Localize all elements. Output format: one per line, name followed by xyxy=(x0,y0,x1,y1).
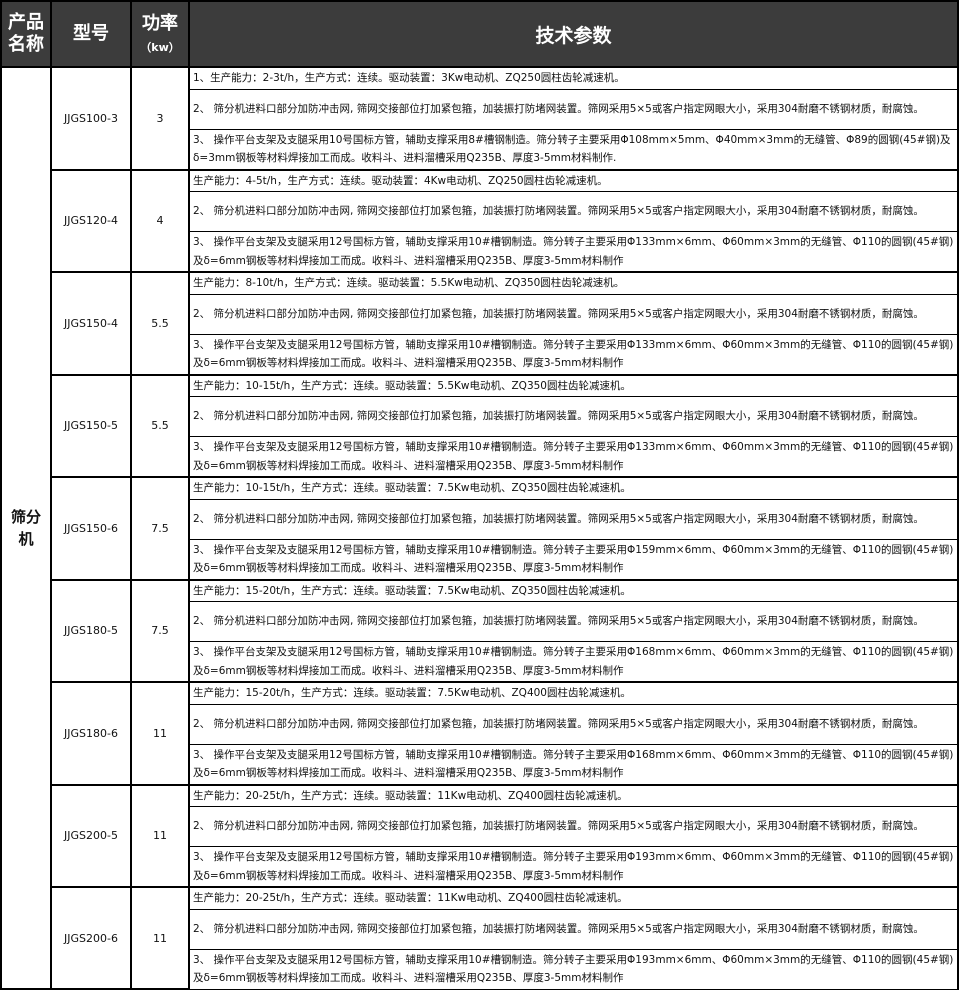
power-cell: 3 xyxy=(130,66,190,171)
model-cell: JJGS180-5 xyxy=(50,578,132,683)
header-category: 产品名称 xyxy=(0,0,52,68)
power-cell: 5.5 xyxy=(130,373,190,478)
power-cell: 4 xyxy=(130,168,190,273)
table-row: 3、 操作平台支架及支腿采用10号国标方管，辅助支撑采用8#槽钢制造。筛分转子主… xyxy=(1,128,959,170)
table-row: 2、 筛分机进料口部分加防冲击网, 筛网交接部位打加紧包箍，加装振打防堵网装置。… xyxy=(1,703,959,745)
param-cell: 2、 筛分机进料口部分加防冲击网, 筛网交接部位打加紧包箍，加装振打防堵网装置。… xyxy=(188,396,959,437)
param-cell: 3、 操作平台支架及支腿采用12号国标方管，辅助支撑采用10#槽钢制造。筛分转子… xyxy=(188,538,959,580)
param-cell: 3、 操作平台支架及支腿采用12号国标方管，辅助支撑采用10#槽钢制造。筛分转子… xyxy=(188,846,959,888)
param-cell: 3、 操作平台支架及支腿采用12号国标方管，辅助支撑采用10#槽钢制造。筛分转子… xyxy=(188,436,959,478)
model-cell: JJGS150-5 xyxy=(50,373,132,478)
table-row: 2、 筛分机进料口部分加防冲击网, 筛网交接部位打加紧包箍，加装振打防堵网装置。… xyxy=(1,191,959,232)
table-row: JJGS150-4 5.5 生产能力：8-10t/h，生产方式：连续。驱动装置：5.… xyxy=(1,271,959,376)
param-cell: 1、生产能力：2-3t/h，生产方式：连续。驱动装置：3Kw电动机、ZQ250圆… xyxy=(188,66,959,90)
header-power-unit: （kw） xyxy=(140,41,180,54)
param-cell: 2、 筛分机进料口部分加防冲击网, 筛网交接部位打加紧包箍，加装振打防堵网装置。… xyxy=(188,908,959,950)
param-cell: 3、 操作平台支架及支腿采用10号国标方管，辅助支撑采用8#槽钢制造。筛分转子主… xyxy=(188,128,959,170)
param-cell: 生产能力：10-15t/h，生产方式：连续。驱动装置：7.5Kw电动机、ZQ35… xyxy=(188,476,959,500)
category-cell: 筛分机 xyxy=(0,66,52,990)
param-cell: 生产能力：20-25t/h，生产方式：连续。驱动装置：11Kw电动机、ZQ400… xyxy=(188,783,959,807)
param-cell: 2、 筛分机进料口部分加防冲击网, 筛网交接部位打加紧包箍，加装振打防堵网装置。… xyxy=(188,191,959,232)
power-cell: 11 xyxy=(130,886,190,990)
table-row: 3、 操作平台支架及支腿采用12号国标方管，辅助支撑采用10#槽钢制造。筛分转子… xyxy=(1,231,959,273)
model-cell: JJGS180-6 xyxy=(50,681,132,786)
table-row: 3、 操作平台支架及支腿采用12号国标方管，辅助支撑采用10#槽钢制造。筛分转子… xyxy=(1,538,959,580)
table-row: 筛分机 JJGS100-3 3 1、生产能力：2-3t/h，生产方式：连续。驱动装置：… xyxy=(0,66,959,990)
model-cell: JJGS200-6 xyxy=(50,886,132,990)
table-row: 3、 操作平台支架及支腿采用12号国标方管，辅助支撑采用10#槽钢制造。筛分转子… xyxy=(1,743,959,785)
table-row: 2、 筛分机进料口部分加防冲击网, 筛网交接部位打加紧包箍，加装振打防堵网装置。… xyxy=(1,601,959,642)
model-cell: JJGS120-4 xyxy=(50,168,132,273)
param-cell: 生产能力：10-15t/h，生产方式：连续。驱动装置：5.5Kw电动机、ZQ35… xyxy=(188,373,959,397)
param-cell: 3、 操作平台支架及支腿采用12号国标方管，辅助支撑采用10#槽钢制造。筛分转子… xyxy=(188,231,959,273)
param-cell: 2、 筛分机进料口部分加防冲击网, 筛网交接部位打加紧包箍，加装振打防堵网装置。… xyxy=(188,806,959,847)
header-power: 功率 （kw） xyxy=(130,0,190,68)
power-cell: 11 xyxy=(130,681,190,786)
table-row: 3、 操作平台支架及支腿采用12号国标方管，辅助支撑采用10#槽钢制造。筛分转子… xyxy=(1,436,959,478)
table-row: 2、 筛分机进料口部分加防冲击网, 筛网交接部位打加紧包箍，加装振打防堵网装置。… xyxy=(1,293,959,335)
param-cell: 3、 操作平台支架及支腿采用12号国标方管，辅助支撑采用10#槽钢制造。筛分转子… xyxy=(188,641,959,683)
table-row: JJGS200-5 11 生产能力：20-25t/h，生产方式：连续。驱动装置：11… xyxy=(1,783,959,888)
table-row: JJGS200-6 11 生产能力：20-25t/h，生产方式：连续。驱动装置：11… xyxy=(1,886,959,990)
param-cell: 生产能力：4-5t/h，生产方式：连续。驱动装置：4Kw电动机、ZQ250圆柱齿… xyxy=(188,168,959,192)
model-cell: JJGS200-5 xyxy=(50,783,132,888)
power-cell: 7.5 xyxy=(130,578,190,683)
param-cell: 生产能力：15-20t/h，生产方式：连续。驱动装置：7.5Kw电动机、ZQ40… xyxy=(188,681,959,705)
model-cell: JJGS150-6 xyxy=(50,476,132,581)
table-row: 2、 筛分机进料口部分加防冲击网, 筛网交接部位打加紧包箍，加装振打防堵网装置。… xyxy=(1,806,959,847)
table-row: JJGS120-4 4 生产能力：4-5t/h，生产方式：连续。驱动装置：4Kw电动… xyxy=(1,168,959,273)
table-row: 3、 操作平台支架及支腿采用12号国标方管，辅助支撑采用10#槽钢制造。筛分转子… xyxy=(1,846,959,888)
table-row: 2、 筛分机进料口部分加防冲击网, 筛网交接部位打加紧包箍，加装振打防堵网装置。… xyxy=(1,908,959,950)
param-cell: 2、 筛分机进料口部分加防冲击网, 筛网交接部位打加紧包箍，加装振打防堵网装置。… xyxy=(188,703,959,745)
header-model: 型号 xyxy=(50,0,132,68)
table-row: JJGS180-6 11 生产能力：15-20t/h，生产方式：连续。驱动装置：7.… xyxy=(1,681,959,786)
header-row: 产品名称 型号 功率 （kw） 技术参数 xyxy=(0,0,959,68)
table-row: JJGS150-6 7.5 生产能力：10-15t/h，生产方式：连续。驱动装置：7… xyxy=(1,476,959,581)
param-cell: 生产能力：15-20t/h，生产方式：连续。驱动装置：7.5Kw电动机、ZQ35… xyxy=(188,578,959,602)
power-cell: 7.5 xyxy=(130,476,190,581)
param-cell: 3、 操作平台支架及支腿采用12号国标方管，辅助支撑采用10#槽钢制造。筛分转子… xyxy=(188,743,959,785)
param-cell: 2、 筛分机进料口部分加防冲击网, 筛网交接部位打加紧包箍，加装振打防堵网装置。… xyxy=(188,293,959,335)
table-row: JJGS150-5 5.5 生产能力：10-15t/h，生产方式：连续。驱动装置：5… xyxy=(1,373,959,478)
header-params: 技术参数 xyxy=(188,0,959,68)
power-cell: 5.5 xyxy=(130,271,190,376)
param-cell: 2、 筛分机进料口部分加防冲击网, 筛网交接部位打加紧包箍，加装振打防堵网装置。… xyxy=(188,601,959,642)
table-row: 3、 操作平台支架及支腿采用12号国标方管，辅助支撑采用10#槽钢制造。筛分转子… xyxy=(1,641,959,683)
param-cell: 3、 操作平台支架及支腿采用12号国标方管，辅助支撑采用10#槽钢制造。筛分转子… xyxy=(188,948,959,990)
param-cell: 生产能力：20-25t/h，生产方式：连续。驱动装置：11Kw电动机、ZQ400… xyxy=(188,886,959,910)
table-row: 2、 筛分机进料口部分加防冲击网, 筛网交接部位打加紧包箍，加装振打防堵网装置。… xyxy=(1,88,959,130)
power-cell: 11 xyxy=(130,783,190,888)
model-cell: JJGS150-4 xyxy=(50,271,132,376)
param-cell: 2、 筛分机进料口部分加防冲击网, 筛网交接部位打加紧包箍，加装振打防堵网装置。… xyxy=(188,498,959,540)
param-cell: 2、 筛分机进料口部分加防冲击网, 筛网交接部位打加紧包箍，加装振打防堵网装置。… xyxy=(188,88,959,130)
table-row: 2、 筛分机进料口部分加防冲击网, 筛网交接部位打加紧包箍，加装振打防堵网装置。… xyxy=(1,498,959,540)
table-row: 3、 操作平台支架及支腿采用12号国标方管，辅助支撑采用10#槽钢制造。筛分转子… xyxy=(1,333,959,375)
param-cell: 生产能力：8-10t/h，生产方式：连续。驱动装置：5.5Kw电动机、ZQ350… xyxy=(188,271,959,295)
param-cell: 3、 操作平台支架及支腿采用12号国标方管，辅助支撑采用10#槽钢制造。筛分转子… xyxy=(188,333,959,375)
table-row: 2、 筛分机进料口部分加防冲击网, 筛网交接部位打加紧包箍，加装振打防堵网装置。… xyxy=(1,396,959,437)
model-cell: JJGS100-3 xyxy=(50,66,132,171)
table-row: JJGS180-5 7.5 生产能力：15-20t/h，生产方式：连续。驱动装置：7… xyxy=(1,578,959,683)
